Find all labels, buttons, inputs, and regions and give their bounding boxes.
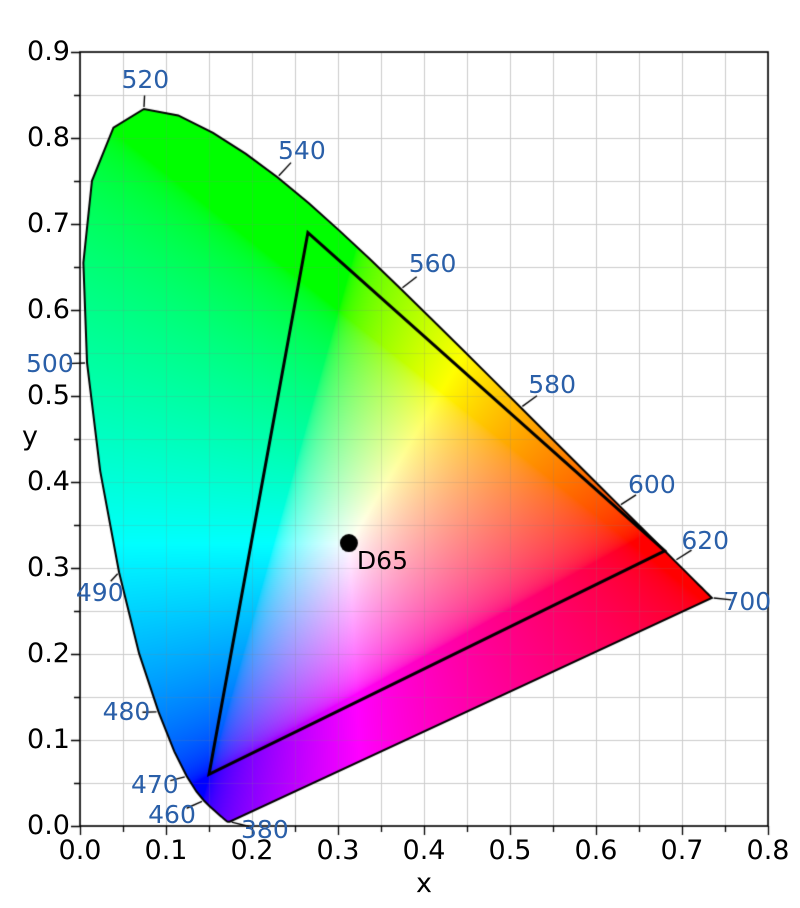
cie-chromaticity-figure: x y D65 0.0 0.1 0.2 0.3 0.4 0.5 0.6 0.7 0.8 0.9 0.…	[0, 0, 800, 908]
chromaticity-plot-canvas	[0, 0, 800, 908]
